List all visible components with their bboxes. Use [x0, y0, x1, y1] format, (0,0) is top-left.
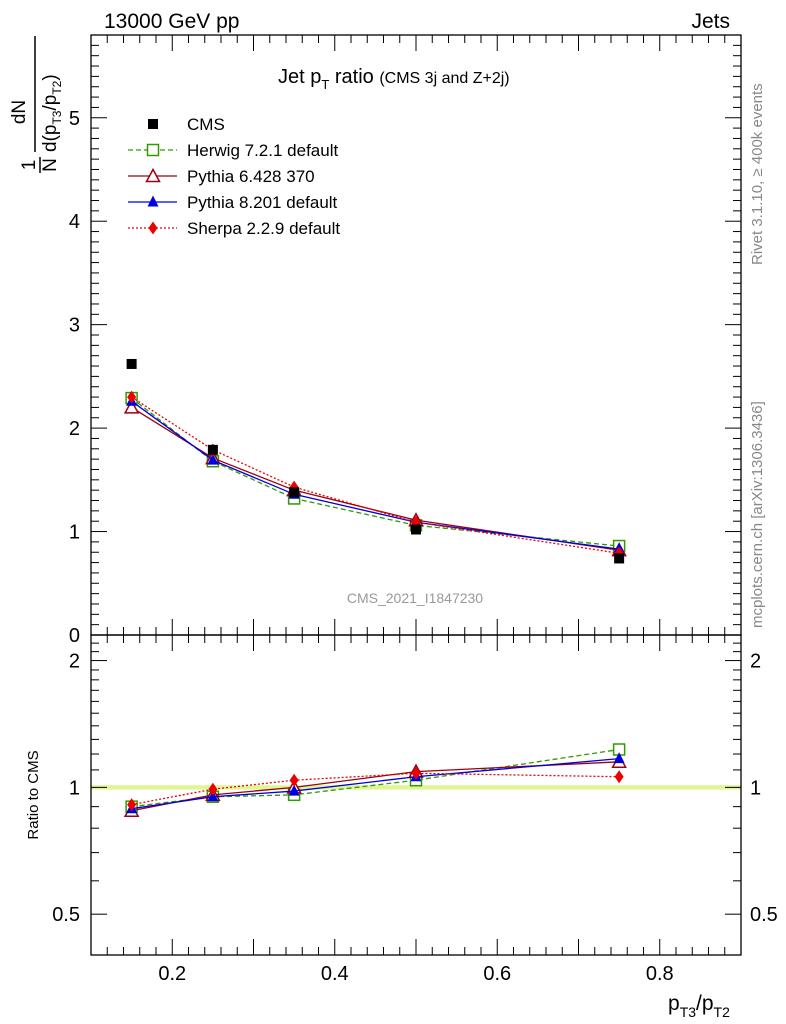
mcplots-label: mcplots.cern.ch [arXiv:1306.3436]	[749, 401, 766, 628]
ratio-y-tick-label: 2	[69, 651, 80, 673]
y-tick-label: 2	[69, 418, 80, 440]
data-point	[147, 195, 159, 207]
y-tick-label: 0	[69, 625, 80, 647]
y-tick-label: 3	[69, 315, 80, 337]
data-point	[289, 487, 300, 498]
y-label-one: 1	[19, 160, 40, 171]
data-point	[123, 399, 140, 414]
header-right: Jets	[691, 10, 730, 33]
ratio-y-label: Ratio to CMS	[25, 750, 42, 839]
y-label-denominator: d(pT3/pT2)	[40, 74, 64, 152]
series-line	[131, 400, 620, 550]
ratio-y-tick-label-right: 0.5	[750, 904, 778, 926]
data-point	[207, 444, 218, 455]
data-point	[411, 524, 421, 535]
series-line	[131, 406, 620, 551]
ratio-plot-frame	[90, 634, 742, 956]
legend-label: Sherpa 2.2.9 default	[187, 219, 340, 238]
data-point	[126, 358, 137, 369]
legend-label: Herwig 7.2.1 default	[187, 141, 338, 160]
x-axis-label: pT3/pT2	[668, 992, 730, 1020]
ratio-y-tick-label: 0.5	[52, 904, 80, 926]
data-point	[208, 782, 218, 796]
legend-label: Pythia 8.201 default	[187, 193, 338, 212]
data-point	[207, 453, 219, 465]
data-point	[614, 553, 625, 564]
x-tick-label: 0.2	[158, 963, 186, 985]
data-point	[127, 798, 137, 812]
series-line	[131, 396, 620, 554]
data-point	[145, 167, 161, 183]
ratio-y-tick-label-right: 1	[750, 777, 761, 799]
data-point	[289, 773, 299, 787]
ratio-y-tick-label-right: 2	[750, 651, 761, 673]
ratio-reference-band	[91, 785, 741, 790]
y-label-N: N	[40, 158, 61, 172]
data-point	[148, 119, 158, 129]
y-tick-label: 4	[69, 211, 80, 233]
data-point	[411, 766, 421, 780]
legend-label: Pythia 6.428 370	[187, 167, 315, 186]
main-y-label: 1 N dN d(pT3/pT2)	[9, 36, 64, 173]
header-left: 13000 GeV pp	[104, 10, 239, 33]
ratio-panel-series	[123, 743, 627, 818]
x-tick-label: 0.8	[646, 963, 674, 985]
x-tick-label: 0.6	[483, 963, 511, 985]
y-tick-label: 5	[69, 108, 80, 130]
data-point	[127, 390, 137, 404]
data-point	[207, 790, 219, 802]
data-point	[613, 752, 625, 764]
data-point	[148, 221, 158, 235]
ratio-y-tick-label: 1	[69, 777, 80, 799]
main-panel-series	[123, 358, 627, 564]
x-tick-label: 0.4	[321, 963, 349, 985]
rivet-label: Rivet 3.1.10, ≥ 400k events	[749, 83, 766, 265]
chart-title: Jet pT ratio (CMS 3j and Z+2j)	[278, 66, 510, 92]
legend-label: CMS	[187, 115, 225, 134]
data-point	[614, 770, 624, 784]
analysis-id: CMS_2021_I1847230	[347, 590, 483, 606]
data-point	[146, 143, 160, 157]
legend: CMS Herwig 7.2.1 default Pythia 6.428 370 P…	[128, 115, 340, 238]
y-tick-label: 1	[69, 522, 80, 544]
axis-tick-labels: 0.2 0.4 0.6 0.8 0 1 2 3 4 5 0.5 0.5 1 1 2 2	[52, 108, 778, 985]
ratio-series-line	[131, 758, 620, 810]
data-point	[288, 784, 300, 796]
series-line	[131, 397, 620, 547]
y-label-dN: dN	[9, 100, 30, 124]
axis-ticks	[90, 34, 742, 956]
